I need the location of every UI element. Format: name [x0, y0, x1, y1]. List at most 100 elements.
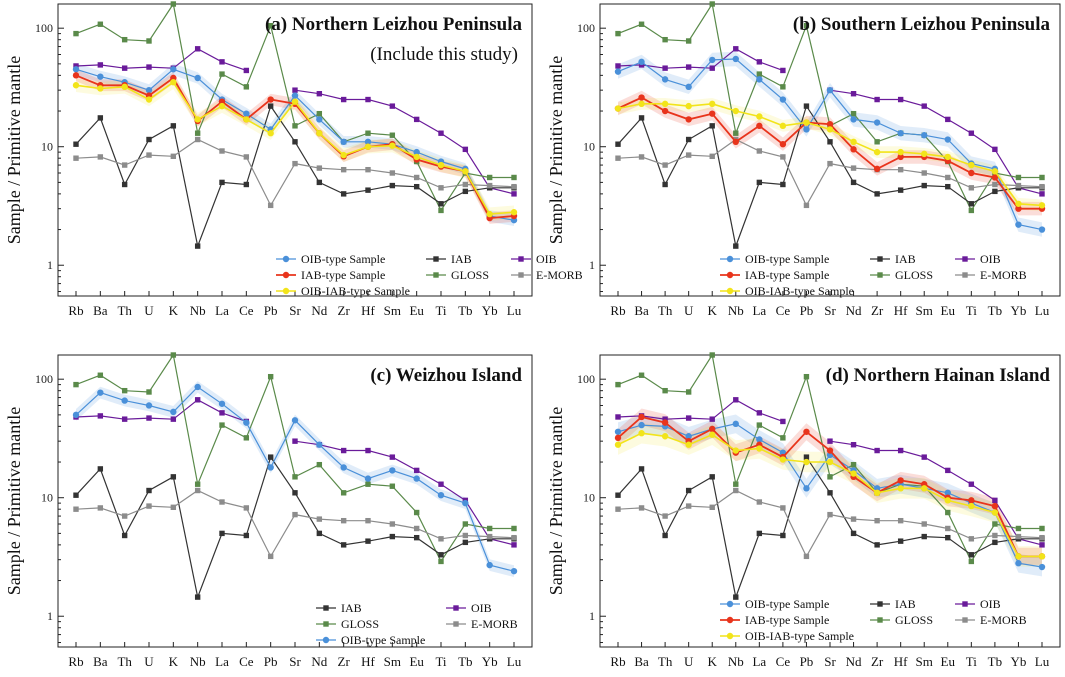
point-oib-iab-type-sample-zr — [340, 151, 347, 159]
point-oib-lu — [1039, 542, 1045, 548]
x-tick-label-eu: Eu — [409, 303, 424, 318]
point-gloss-pb — [803, 373, 810, 380]
point-iab-type-sample-ce — [779, 140, 787, 148]
point-gloss-tb — [462, 521, 469, 527]
point-iab-sr — [292, 139, 298, 145]
point-gloss-yb — [1015, 174, 1022, 181]
point-gloss-la — [756, 422, 763, 428]
point-e-morb-yb — [1015, 182, 1022, 189]
point-e-morb-lu — [511, 183, 517, 190]
point-oib-iab-type-sample-ti — [968, 502, 975, 510]
point-iab-la — [219, 530, 225, 537]
point-gloss-ce — [243, 435, 250, 441]
point-iab-rb — [615, 141, 621, 147]
point-iab-th — [662, 181, 668, 188]
point-oib-iab-type-sample-la — [218, 102, 226, 110]
point-gloss-k — [170, 1, 177, 7]
x-tick-label-tb: Tb — [988, 303, 1002, 318]
legend-marker — [322, 636, 330, 644]
point-e-morb-eu — [945, 174, 951, 181]
legend-marker — [453, 621, 459, 627]
legend-item-iab: IAB — [316, 601, 362, 615]
point-e-morb-la — [756, 148, 763, 154]
point-e-morb-u — [146, 503, 152, 509]
point-oib-eu — [413, 467, 420, 474]
point-e-morb-nb — [194, 136, 201, 143]
point-oib-nb — [194, 46, 201, 52]
point-oib-type-sample-ti — [437, 491, 445, 499]
point-oib-type-sample-rb — [614, 428, 622, 435]
legend-marker — [453, 605, 459, 611]
x-tick-label-ba: Ba — [634, 654, 649, 669]
point-oib-type-sample-zr — [340, 138, 347, 146]
y-tick-label: 100 — [35, 372, 53, 386]
point-e-morb-k — [170, 504, 177, 511]
legend-label: OIB-type Sample — [745, 252, 829, 266]
point-oib-th — [121, 416, 128, 422]
point-iab-nd — [850, 179, 857, 186]
point-gloss-nd — [850, 110, 857, 117]
point-e-morb-th — [121, 162, 128, 168]
point-e-morb-k — [709, 504, 715, 511]
point-e-morb-pb — [267, 202, 274, 209]
point-oib-nd — [316, 91, 323, 97]
point-gloss-zr — [340, 490, 347, 496]
point-e-morb-hf — [365, 517, 371, 524]
point-e-morb-rb — [615, 155, 621, 161]
point-iab-nd — [316, 530, 323, 537]
legend-label: OIB-IAB-type Sample — [301, 284, 410, 298]
point-oib-iab-type-sample-tb — [991, 168, 999, 175]
series-e-morb — [615, 136, 1045, 209]
y-tick-label: 100 — [577, 21, 595, 35]
legend-label: OIB-type Sample — [341, 633, 425, 647]
point-iab-k — [170, 123, 177, 129]
point-e-morb-la — [219, 499, 225, 505]
x-tick-label-la: La — [215, 654, 229, 669]
point-oib-iab-type-sample-k — [170, 79, 177, 86]
point-oib-iab-type-sample-k — [709, 100, 716, 108]
series-line-oib — [294, 89, 515, 195]
point-oib-iab-type-sample-sm — [921, 150, 928, 158]
point-oib-type-sample-zr — [873, 485, 881, 492]
point-iab-type-sample-tb — [991, 502, 999, 510]
legend-marker — [726, 255, 734, 263]
point-iab-pb — [803, 103, 810, 109]
point-e-morb-sr — [827, 511, 833, 518]
point-iab-sr — [827, 490, 833, 496]
point-iab-tb — [992, 539, 998, 546]
x-tick-label-sm: Sm — [916, 303, 933, 318]
point-e-morb-ba — [97, 505, 104, 511]
point-oib-sr — [292, 87, 298, 93]
point-oib-iab-type-sample-sm — [389, 142, 396, 149]
point-e-morb-tb — [992, 181, 998, 188]
point-e-morb-lu — [511, 534, 517, 541]
y-tick-label: 10 — [583, 491, 595, 505]
point-iab-type-sample-rb — [72, 72, 80, 79]
point-oib-iab-type-sample-nb — [732, 107, 739, 115]
point-iab-u — [146, 487, 152, 494]
point-oib-iab-type-sample-th — [661, 433, 669, 440]
point-gloss-sm — [389, 132, 396, 138]
x-tick-label-tb: Tb — [988, 654, 1002, 669]
point-iab-hf — [897, 538, 904, 544]
y-axis-label: Sample / Primitive mantle — [4, 407, 24, 595]
point-oib-iab-type-sample-ce — [779, 122, 787, 130]
point-oib-iab-type-sample-ba — [638, 430, 645, 437]
point-iab-type-sample-th — [661, 107, 669, 115]
point-oib-zr — [340, 447, 347, 454]
point-oib-ce — [780, 67, 786, 74]
x-tick-label-u: U — [144, 654, 154, 669]
x-tick-label-eu: Eu — [941, 654, 956, 669]
point-oib-type-sample-pb — [803, 126, 810, 133]
series-gloss — [73, 352, 517, 565]
legend-item-oib-type-sample: OIB-type Sample — [720, 252, 829, 266]
x-tick-label-la: La — [215, 303, 229, 318]
point-oib-lu — [511, 542, 517, 548]
point-oib-type-sample-eu — [413, 475, 420, 482]
x-tick-label-sr: Sr — [289, 303, 301, 318]
legend-item-oib-iab-type-sample: OIB-IAB-type Sample — [720, 284, 854, 298]
legend-item-e-morb: E-MORB — [446, 617, 518, 631]
legend: OIB-type Sample IAB OIB IAB-type Sample GLOS… — [720, 597, 1027, 643]
point-oib-type-sample-th — [661, 76, 669, 83]
x-tick-label-rb: Rb — [610, 654, 625, 669]
